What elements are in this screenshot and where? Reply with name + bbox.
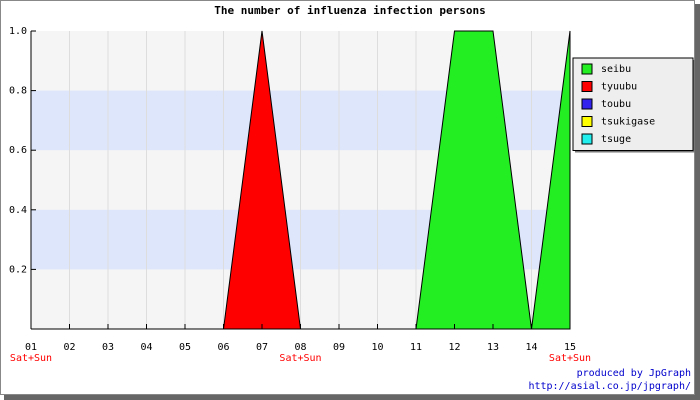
y-tick-label: 0.8 (9, 86, 27, 97)
legend (572, 57, 694, 151)
x-tick-label: 12 (448, 342, 460, 353)
y-tick-label: 0.2 (9, 264, 27, 275)
legend-swatch (581, 116, 593, 127)
legend-label: tsuge (601, 134, 631, 145)
x-tick-label: 06 (217, 342, 229, 353)
x-tick-label: 11 (410, 342, 422, 353)
weekend-label: Sat+Sun (10, 353, 52, 364)
legend-label: tsukigase (601, 117, 655, 128)
y-tick-label: 1.0 (9, 26, 27, 37)
x-tick-label: 14 (525, 342, 537, 353)
legend-swatch (581, 133, 593, 145)
y-tick-label: 0.6 (9, 145, 27, 156)
x-tick-label: 04 (140, 342, 152, 353)
legend-label: seibu (601, 64, 631, 75)
x-tick-label: 02 (63, 342, 75, 353)
legend-label: tyuubu (601, 82, 637, 93)
x-tick-label: 03 (102, 342, 114, 353)
x-tick-label: 01 (25, 342, 37, 353)
x-tick-label: 05 (179, 342, 191, 353)
x-tick-label: 13 (487, 342, 499, 353)
legend-label: toubu (601, 99, 631, 110)
y-tick-label: 0.4 (9, 205, 27, 216)
x-tick-label: 07 (256, 342, 268, 353)
legend-swatch (581, 98, 593, 110)
x-tick-label: 08 (294, 342, 306, 353)
x-tick-label: 15 (564, 342, 576, 353)
x-tick-label: 09 (333, 342, 345, 353)
weekend-label: Sat+Sun (549, 353, 591, 364)
legend-swatch (581, 81, 593, 92)
credit: http://asial.co.jp/jpgraph/ (528, 381, 691, 392)
chart-title: The number of influenza infection person… (214, 4, 486, 17)
legend-swatch (581, 63, 593, 75)
x-tick-label: 10 (371, 342, 383, 353)
credit: produced by JpGraph (577, 368, 691, 379)
weekend-label: Sat+Sun (279, 353, 321, 364)
